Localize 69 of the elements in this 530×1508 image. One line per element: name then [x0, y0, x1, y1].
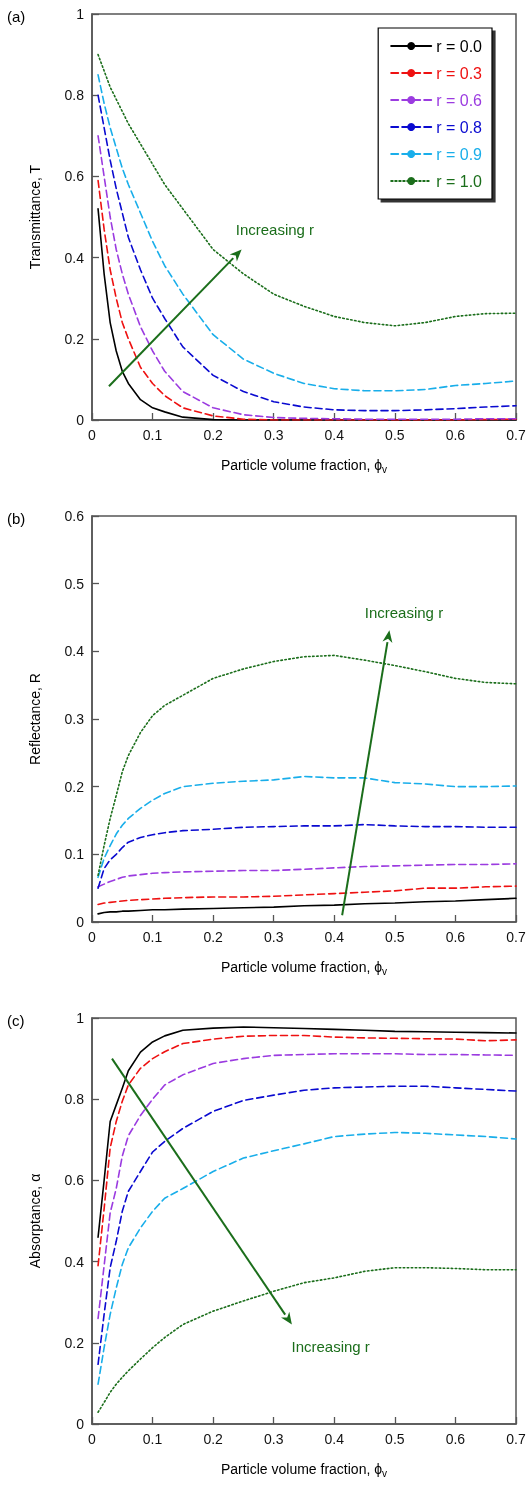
chart-title: (c) [7, 1012, 25, 1029]
y-tick-label: 0.6 [64, 168, 85, 185]
x-tick-label: 0.3 [263, 427, 284, 443]
x-tick-label: 0.2 [203, 427, 224, 443]
line-series [97, 1085, 517, 1366]
x-tick-label: 0.7 [506, 929, 526, 945]
y-tick-label: 0.4 [64, 249, 85, 266]
x-tick-label: 0.1 [142, 929, 163, 945]
y-tick-label: 1 [76, 6, 85, 22]
legend-label: r = 0.0 [436, 37, 483, 55]
x-tick-label: 0.5 [385, 929, 405, 945]
x-tick-label: 0.5 [385, 427, 405, 443]
legend-label: r = 0.8 [436, 118, 483, 136]
x-tick-label: 0.6 [445, 1431, 466, 1447]
y-tick-label: 0.4 [64, 643, 85, 660]
x-tick-label: 0.3 [263, 929, 284, 945]
y-tick-label: 0.6 [64, 1172, 85, 1189]
x-tick-label: 0.5 [385, 1431, 405, 1447]
y-tick-label: 0 [76, 1416, 85, 1432]
y-tick-label: 0.4 [64, 1253, 85, 1270]
y-tick-label: 0 [76, 914, 85, 930]
x-tick-label: 0 [88, 1431, 97, 1447]
y-tick-label: 0.8 [64, 87, 85, 104]
x-tick-label: 0.2 [203, 929, 224, 945]
y-tick-label: 0.2 [64, 778, 85, 795]
y-tick-label: 0.8 [64, 1091, 85, 1108]
legend-label: r = 0.9 [436, 145, 483, 163]
y-tick-label: 0 [76, 412, 85, 428]
x-tick-label: 0.6 [445, 427, 466, 443]
line-series [97, 53, 517, 327]
y-tick-label: 0.3 [64, 711, 85, 727]
y-tick-label: 0.1 [64, 846, 85, 863]
line-series [97, 654, 517, 877]
line-series [97, 863, 517, 888]
chart-title: (a) [7, 8, 26, 25]
annotation: Increasing r [235, 220, 315, 238]
y-tick-label: 0.2 [64, 330, 85, 347]
line-series [97, 1131, 517, 1386]
x-tick-label: 0 [88, 427, 97, 443]
annotation: Increasing r [291, 1337, 370, 1355]
chart-title: (b) [7, 510, 26, 527]
y-axis-title: Absorptance, α [27, 1173, 43, 1269]
y-axis-title: Reflectance, R [27, 673, 43, 765]
x-tick-label: 0.4 [324, 1431, 345, 1447]
line-series [97, 823, 517, 889]
x-tick-label: 0.3 [263, 1431, 284, 1447]
x-tick-label: 0.1 [142, 1431, 163, 1447]
line-series [97, 885, 517, 906]
line-series [97, 897, 517, 915]
legend-label: r = 0.3 [436, 64, 483, 82]
x-tick-label: 0 [88, 929, 97, 945]
line-series [97, 1266, 517, 1414]
y-tick-label: 1 [76, 1010, 85, 1026]
x-tick-label: 0.2 [203, 1431, 224, 1447]
line-series [97, 775, 517, 879]
y-tick-label: 0.5 [64, 575, 85, 592]
x-tick-label: 0.6 [445, 929, 466, 945]
legend-label: r = 1.0 [436, 172, 483, 190]
x-tick-label: 0.1 [142, 427, 163, 443]
x-tick-label: 0.4 [324, 427, 345, 443]
legend-label: r = 0.6 [436, 91, 483, 109]
y-tick-label: 0.2 [64, 1334, 85, 1351]
x-tick-label: 0.7 [506, 427, 526, 443]
y-tick-label: 0.6 [64, 508, 85, 524]
x-tick-label: 0.4 [324, 929, 345, 945]
line-series [97, 135, 517, 420]
annotation: Increasing r [364, 603, 444, 621]
y-axis-title: Transmittance, T [27, 164, 43, 270]
x-tick-label: 0.7 [506, 1431, 526, 1447]
